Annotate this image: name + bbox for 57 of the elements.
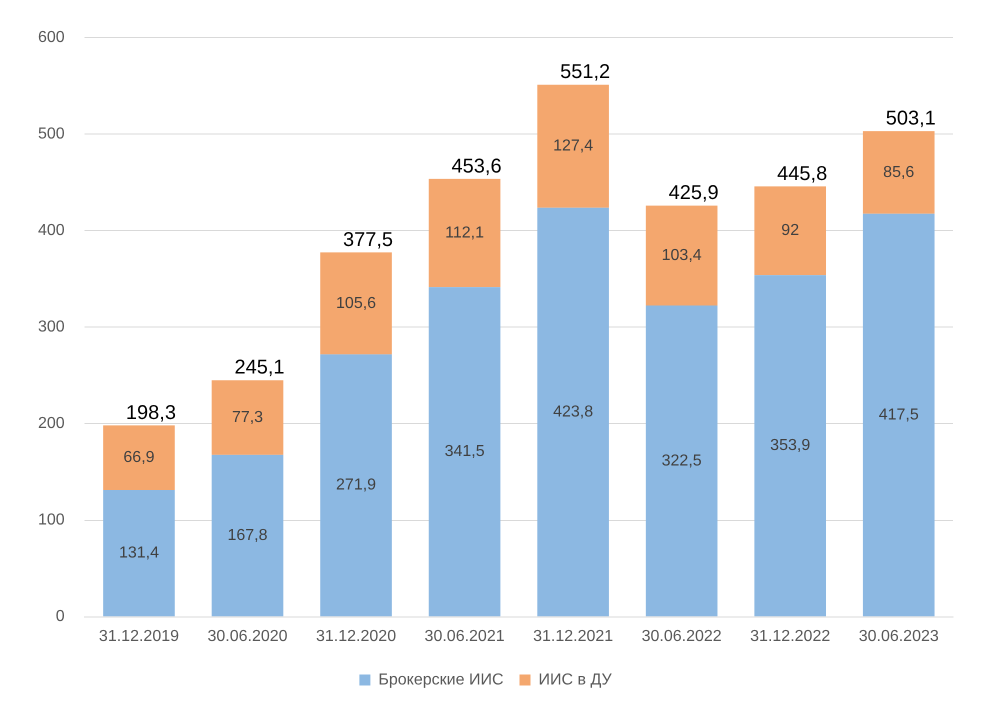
x-tick-label: 30.06.2022 <box>642 628 722 645</box>
bar <box>754 186 826 276</box>
bar <box>428 287 500 616</box>
bar <box>754 275 826 616</box>
data-label: 417,5 <box>878 406 919 424</box>
data-label: 77,3 <box>232 408 264 426</box>
data-label: 66,9 <box>123 449 155 466</box>
total-label: 453,6 <box>452 155 502 178</box>
data-label: 341,5 <box>444 443 485 460</box>
bar <box>212 454 284 616</box>
bar <box>862 131 935 214</box>
data-label: 105,6 <box>336 294 376 312</box>
data-label: 112,1 <box>445 224 484 242</box>
x-tick-label: 31.12.2022 <box>750 628 830 645</box>
data-label: 103,4 <box>662 246 702 264</box>
x-tick-label: 31.12.2021 <box>533 628 614 645</box>
y-tick-label: 600 <box>38 29 65 46</box>
bar <box>646 206 718 306</box>
bar <box>537 84 609 208</box>
data-label: 127,4 <box>553 138 594 155</box>
x-tick-label: 31.12.2020 <box>316 628 396 645</box>
y-tick-label: 0 <box>56 608 65 626</box>
bar <box>646 305 718 616</box>
y-tick-label: 100 <box>38 512 65 529</box>
data-label: 85,6 <box>883 164 914 181</box>
bar <box>537 208 609 616</box>
data-label: 92 <box>781 222 800 240</box>
bar <box>103 425 175 490</box>
total-label: 551,2 <box>560 61 610 84</box>
total-label: 198,3 <box>126 402 176 424</box>
bar <box>862 214 935 616</box>
x-tick-label: 31.12.2019 <box>98 628 180 645</box>
total-label: 425,9 <box>668 182 719 204</box>
y-tick-label: 300 <box>38 318 65 336</box>
legend-label: Брокерские ИИС <box>378 671 504 688</box>
x-tick-label: 30.06.2021 <box>424 628 505 645</box>
total-label: 503,1 <box>886 108 936 130</box>
data-label: 271,9 <box>336 476 376 494</box>
y-tick-label: 200 <box>38 415 65 432</box>
legend-label: ИИС в ДУ <box>538 671 612 688</box>
y-tick-label: 500 <box>38 126 65 143</box>
data-label: 353,9 <box>770 437 810 454</box>
total-label: 377,5 <box>343 228 394 251</box>
x-tick-label: 30.06.2023 <box>858 628 939 645</box>
y-tick-label: 400 <box>38 222 65 240</box>
bar <box>428 178 500 288</box>
data-label: 322,5 <box>662 452 702 470</box>
x-tick-label: 30.06.2020 <box>207 628 288 645</box>
bar <box>103 490 175 616</box>
bar <box>212 380 284 455</box>
data-label: 131,4 <box>118 544 160 562</box>
bar <box>320 354 392 616</box>
total-label: 445,8 <box>777 162 828 185</box>
data-label: 167,8 <box>227 526 268 544</box>
bar <box>320 252 392 354</box>
data-label: 423,8 <box>553 403 594 420</box>
total-label: 245,1 <box>234 356 285 379</box>
